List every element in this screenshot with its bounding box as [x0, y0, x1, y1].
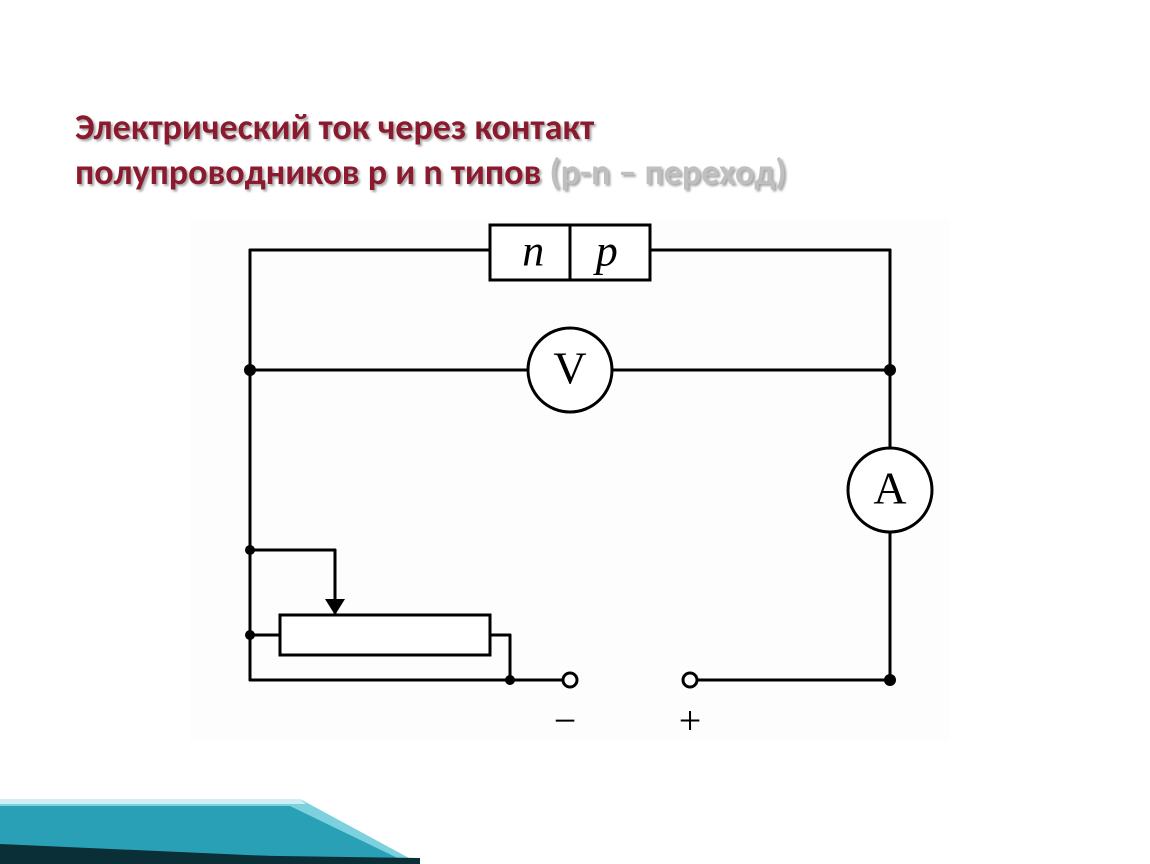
title-line-2-secondary: (p-n – переход)	[549, 150, 786, 194]
svg-text:A: A	[873, 463, 906, 514]
svg-text:−: −	[554, 698, 577, 740]
svg-text:p: p	[593, 227, 618, 276]
title-line-1: Электрический ток через контакт	[75, 105, 1075, 150]
title-line-2: полупроводников p и n типов (p-n – перех…	[75, 150, 1075, 195]
corner-accent	[0, 744, 420, 864]
svg-text:n: n	[522, 227, 544, 276]
circuit-svg: np V A − +	[190, 220, 950, 740]
circuit-diagram: np V A − +	[190, 220, 950, 740]
svg-text:V: V	[553, 343, 586, 394]
title-line-2-primary: полупроводников p и n типов	[75, 150, 549, 194]
slide-title: Электрический ток через контакт полупров…	[75, 105, 1075, 195]
svg-text:+: +	[679, 698, 702, 740]
accent-svg	[0, 744, 420, 864]
